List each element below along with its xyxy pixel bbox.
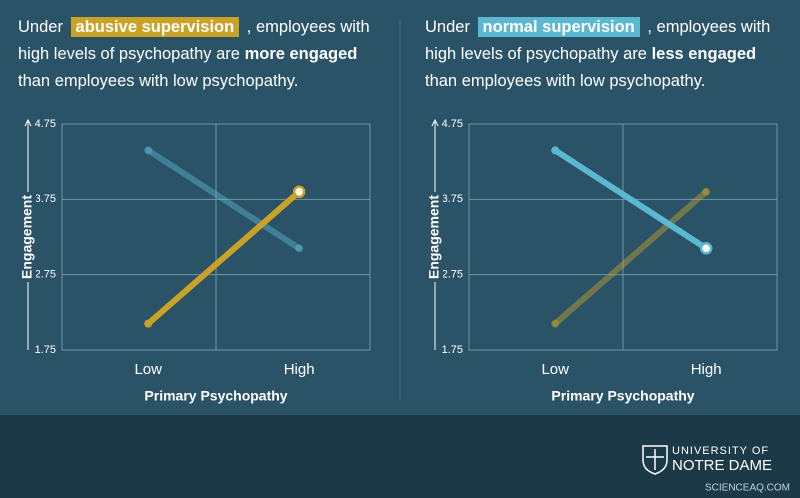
y-axis-title: Engagement [426, 195, 442, 279]
source: SCIENCEAQ.COM [705, 483, 790, 494]
line [145, 147, 303, 252]
y-tick-label: 4.75 [442, 118, 463, 130]
line [552, 147, 710, 252]
y-axis-arrowhead [24, 118, 32, 127]
point [144, 319, 153, 328]
point [551, 146, 560, 155]
y-tick-label: 4.75 [35, 118, 56, 130]
y-tick-label: 1.75 [35, 344, 56, 356]
point [295, 244, 304, 253]
highlight-tag: abusive supervision [70, 17, 240, 37]
x-axis-title: Primary Psychopathy [551, 388, 694, 404]
line [552, 188, 710, 327]
point [702, 187, 711, 196]
y-axis-label-bg [427, 192, 443, 282]
y-tick-label: 1.75 [442, 344, 463, 356]
headline-text: Under [18, 18, 63, 36]
y-tick-label: 2.75 [35, 269, 56, 281]
y-axis-title: Engagement [19, 195, 35, 279]
headline-text: , employees with high levels of psychopa… [18, 18, 370, 63]
headline-emphasis: more engaged [244, 45, 358, 63]
point [144, 146, 153, 155]
y-tick-label: 3.75 [442, 193, 463, 205]
highlight-tag: normal supervision [477, 17, 640, 37]
x-tick-label: High [284, 361, 315, 378]
point [699, 242, 713, 255]
x-tick-label: High [691, 361, 722, 378]
headline: Under abusive supervision , employees wi… [18, 14, 383, 95]
y-tick-label: 3.75 [35, 193, 56, 205]
point [292, 185, 306, 199]
x-tick-label: Low [134, 361, 162, 378]
headline: Under normal supervision , employees wit… [425, 14, 790, 95]
headline-text: than employees with low psychopathy. [425, 72, 706, 90]
y-axis-label-bg [20, 192, 36, 282]
headline-emphasis: less engaged [651, 45, 757, 63]
headline-text: than employees with low psychopathy. [18, 72, 299, 90]
y-tick-label: 2.75 [442, 269, 463, 281]
shield [642, 445, 668, 475]
logo-text: UNIVERSITY OF [672, 445, 769, 457]
x-axis-title: Primary Psychopathy [144, 388, 287, 404]
headline-text: Under [425, 18, 470, 36]
y-axis-arrowhead [431, 118, 439, 127]
logo: UNIVERSITY OF NOTRE DAME [642, 445, 772, 475]
point [551, 319, 560, 328]
headline-text: , employees with high levels of psychopa… [425, 18, 771, 63]
x-tick-label: Low [541, 361, 569, 378]
logo-text: NOTRE DAME [672, 457, 772, 474]
line [145, 188, 303, 327]
